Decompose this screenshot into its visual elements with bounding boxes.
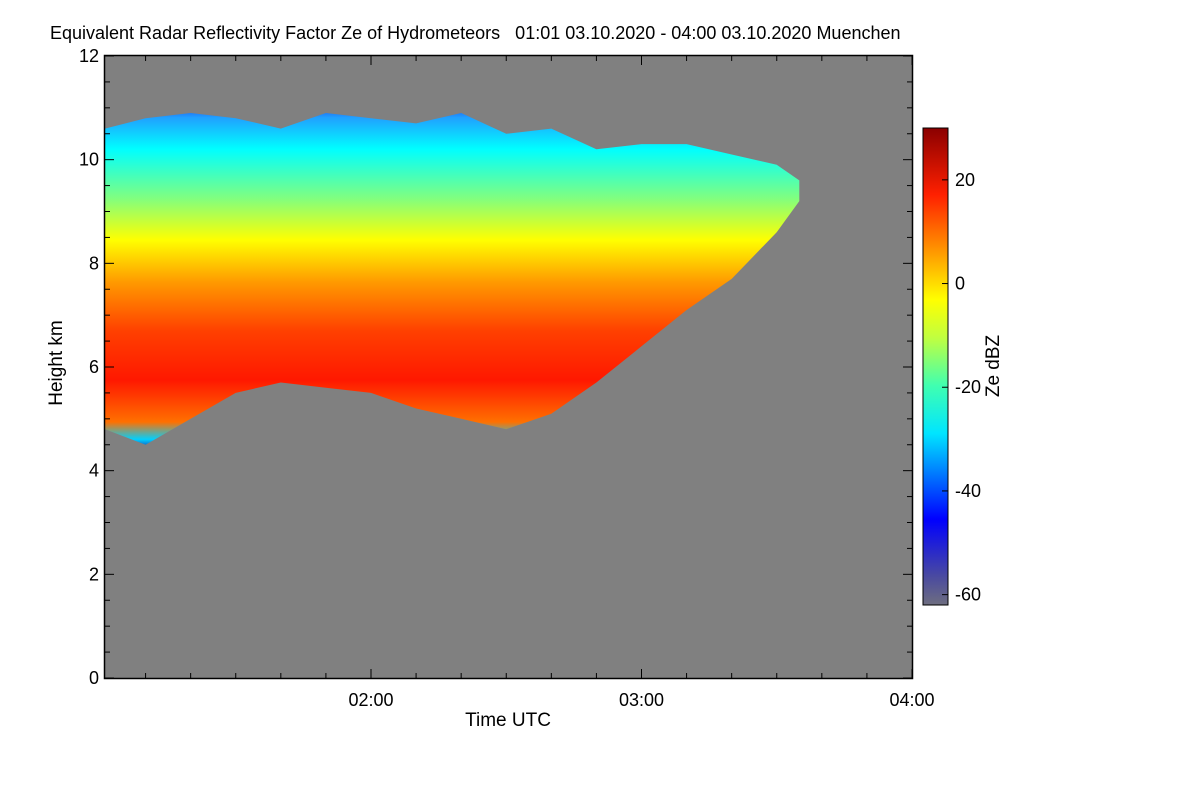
y-tick-label: 12 [79,46,99,66]
colorbar [922,127,949,606]
x-axis-label: Time UTC [465,710,551,731]
y-tick-label: 0 [89,668,99,688]
cloud-echo [105,113,800,445]
colorbar-label: Ze dBZ [983,334,1004,397]
y-tick-label: 10 [79,150,99,170]
y-tick-label: 6 [89,357,99,377]
colorbar-tick-label: -60 [955,585,981,605]
colorbar-tick-label: -20 [955,377,981,397]
y-tick-label: 4 [89,461,99,481]
y-tick-label: 8 [89,253,99,273]
chart-title: Equivalent Radar Reflectivity Factor Ze … [50,23,901,43]
y-axis-label: Height km [46,320,67,406]
colorbar-tick-label: -40 [955,481,981,501]
colorbar-tick-label: 20 [955,170,975,190]
x-tick-label: 02:00 [348,690,393,710]
x-tick-label: 04:00 [889,690,934,710]
x-tick-label: 03:00 [619,690,664,710]
plot-frame [103,54,914,680]
colorbar-tick-label: 0 [955,274,965,294]
y-tick-label: 2 [89,564,99,584]
